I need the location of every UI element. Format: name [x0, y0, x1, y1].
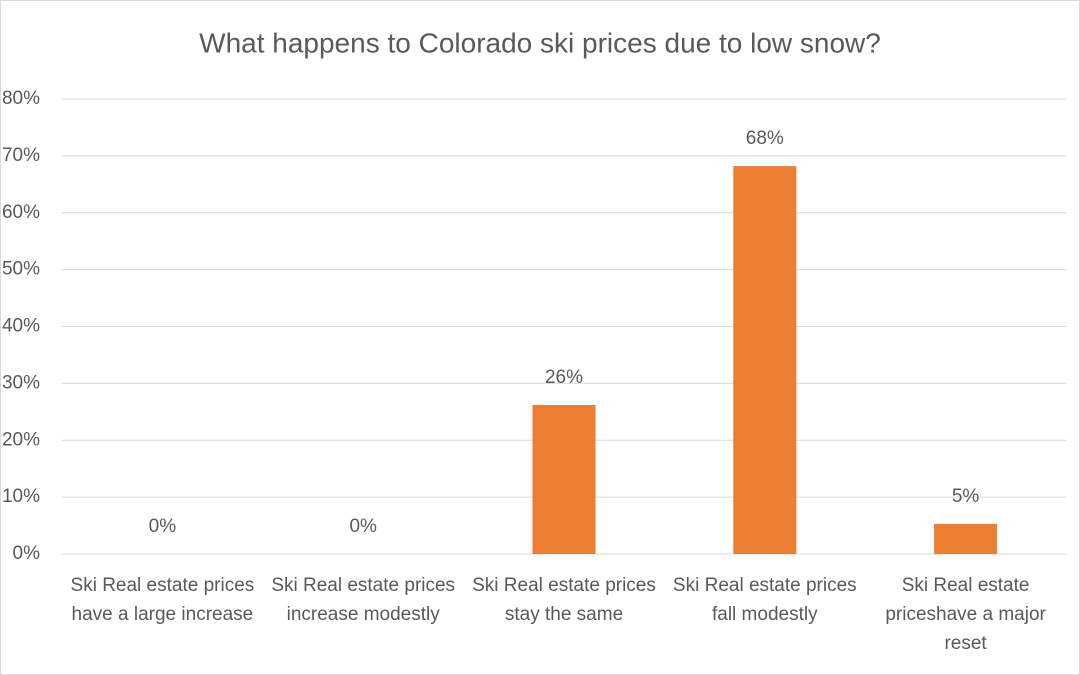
value-label: 26% — [545, 367, 583, 388]
x-tick-label: Ski Real estate prices stay the same — [472, 575, 656, 625]
x-tick-label: Ski Real estate prices fall modestly — [672, 575, 857, 625]
y-tick-label: 80% — [2, 88, 40, 109]
y-tick-label: 20% — [2, 429, 40, 450]
value-label: 0% — [149, 516, 177, 537]
y-tick-label: 60% — [2, 202, 40, 223]
y-tick-label: 50% — [2, 259, 40, 280]
y-tick-label: 0% — [13, 543, 41, 564]
bar — [532, 404, 596, 554]
y-tick-label: 10% — [2, 486, 40, 507]
bar — [733, 166, 797, 555]
y-tick-label: 70% — [2, 145, 40, 166]
x-tick-label: Ski Real estate prices have a large incr… — [70, 575, 255, 625]
value-label: 68% — [746, 128, 784, 149]
y-tick-label: 30% — [2, 372, 40, 393]
value-label: 5% — [952, 486, 980, 507]
chart-title: What happens to Colorado ski prices due … — [199, 27, 881, 58]
x-tick-label: Ski Real estate priceshave a major reset — [885, 575, 1046, 654]
y-tick-label: 40% — [2, 316, 40, 337]
value-label: 0% — [349, 516, 377, 537]
x-tick-label: Ski Real estate prices increase modestly — [271, 575, 456, 625]
bar — [934, 523, 998, 554]
